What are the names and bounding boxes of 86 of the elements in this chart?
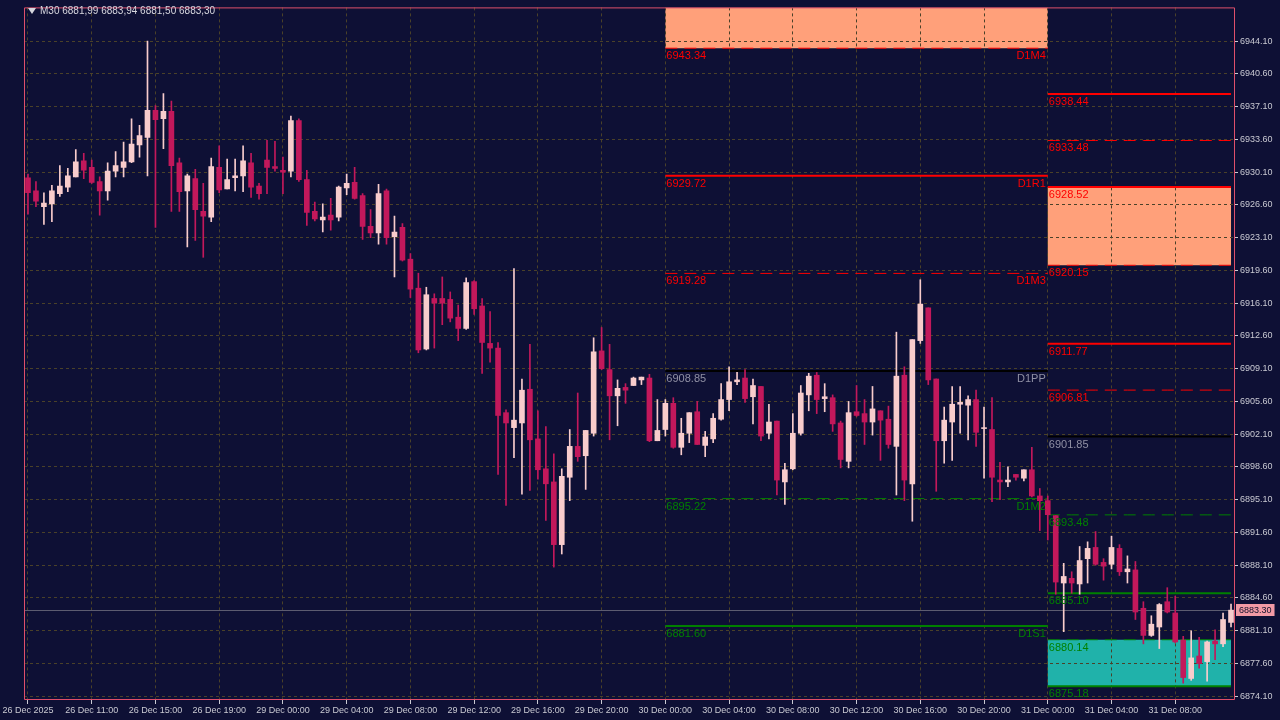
candlestick	[965, 395, 971, 441]
candlestick	[511, 268, 517, 458]
candlestick	[327, 198, 334, 231]
x-tick-label: 29 Dec 08:00	[383, 704, 438, 715]
y-tick-label: 6881.10	[1240, 625, 1273, 636]
y-tick-label: 6923.10	[1240, 232, 1273, 243]
x-tick-label: 26 Dec 11:00	[65, 704, 119, 715]
data-label: 6901.85	[1048, 437, 1089, 450]
series-label: D1R1	[1017, 176, 1046, 189]
x-tick-label: 31 Dec 04:00	[1084, 704, 1139, 715]
candlestick	[184, 173, 191, 248]
data-label: 6920.15	[1048, 265, 1089, 278]
x-tick-label: 30 Dec 12:00	[829, 704, 884, 715]
x-tick-label: 30 Dec 04:00	[702, 704, 756, 715]
ref-line-label: 6883.30	[1239, 604, 1272, 615]
candlestick	[319, 203, 326, 233]
y-tick-label: 6919.60	[1240, 264, 1273, 275]
data-label: 6938.44	[1048, 94, 1089, 107]
candlestick	[41, 192, 47, 225]
series-label: D1M3	[1016, 273, 1046, 286]
y-tick-label: 6930.10	[1240, 166, 1273, 177]
y-tick-label: 6895.10	[1240, 494, 1273, 505]
candlestick	[574, 392, 581, 462]
series-label: D1PP	[1017, 371, 1046, 384]
series-label: D1S1	[1018, 626, 1046, 639]
candlestick	[957, 386, 963, 434]
candlestick	[487, 311, 493, 363]
x-tick-label: 31 Dec 08:00	[1148, 704, 1203, 715]
candlestick	[503, 409, 509, 506]
candlestick	[543, 426, 549, 521]
candlestick	[1212, 629, 1218, 661]
y-tick-label: 6877.60	[1240, 657, 1273, 668]
data-label: 6875.18	[1048, 686, 1089, 699]
x-tick-label: 30 Dec 16:00	[893, 704, 948, 715]
y-tick-label: 6909.10	[1240, 363, 1273, 374]
y-tick-label: 6874.10	[1240, 690, 1273, 701]
data-label: 6881.60	[666, 626, 707, 639]
y-tick-label: 6933.60	[1240, 133, 1273, 144]
candlestick	[1196, 636, 1202, 669]
candlestick	[96, 176, 103, 216]
data-label: 6919.28	[666, 273, 707, 286]
candlestick	[439, 276, 446, 326]
x-tick-label: 29 Dec 16:00	[511, 704, 565, 715]
y-tick-label: 6912.60	[1240, 330, 1273, 341]
candlestick	[200, 183, 207, 258]
data-label: 6929.72	[666, 176, 707, 189]
data-label: 6933.48	[1048, 140, 1089, 153]
y-tick-label: 6940.60	[1240, 68, 1273, 79]
y-tick-label: 6905.60	[1240, 395, 1273, 406]
data-label: 6911.77	[1048, 344, 1088, 357]
data-label: 6895.22	[666, 499, 707, 512]
data-label: 6928.52	[1048, 187, 1089, 200]
candlestick	[949, 386, 955, 461]
y-tick-label: 6926.60	[1240, 199, 1273, 210]
x-tick-label: 31 Dec 00:00	[1021, 704, 1075, 715]
x-tick-label: 26 Dec 19:00	[192, 704, 246, 715]
candlestick	[57, 165, 63, 197]
candlestick	[821, 383, 828, 413]
y-tick-label: 6898.60	[1240, 461, 1273, 472]
x-tick-label: 30 Dec 08:00	[766, 704, 820, 715]
data-label: 6880.14	[1048, 640, 1089, 653]
y-tick-label: 6937.10	[1240, 101, 1273, 112]
data-label: 6908.85	[666, 371, 707, 384]
y-tick-label: 6944.10	[1240, 35, 1273, 46]
y-tick-label: 6888.10	[1240, 559, 1273, 570]
y-tick-label: 6902.10	[1240, 428, 1273, 439]
x-tick-label: 29 Dec 00:00	[256, 704, 310, 715]
y-tick-label: 6891.60	[1240, 526, 1273, 537]
x-tick-label: 29 Dec 20:00	[574, 704, 629, 715]
chart-title: M30 6881,99 6883,94 6881,50 6883,30	[40, 5, 216, 17]
candlestick	[431, 293, 438, 349]
x-tick-label: 26 Dec 2025	[2, 704, 54, 715]
y-tick-label: 6884.60	[1240, 592, 1273, 603]
candlestick	[1068, 571, 1075, 594]
data-label: 6943.34	[666, 48, 707, 61]
candlestick	[264, 139, 270, 194]
x-tick-label: 30 Dec 00:00	[638, 704, 693, 715]
candlestick	[272, 140, 278, 172]
x-tick-label: 29 Dec 12:00	[447, 704, 501, 715]
series-label: D1M4	[1016, 48, 1046, 61]
x-tick-label: 30 Dec 20:00	[957, 704, 1011, 715]
x-tick-label: 26 Dec 15:00	[128, 704, 183, 715]
y-tick-label: 6916.10	[1240, 297, 1273, 308]
candlestick	[981, 406, 987, 479]
x-tick-label: 29 Dec 04:00	[319, 704, 374, 715]
data-label: 6906.81	[1048, 390, 1089, 403]
